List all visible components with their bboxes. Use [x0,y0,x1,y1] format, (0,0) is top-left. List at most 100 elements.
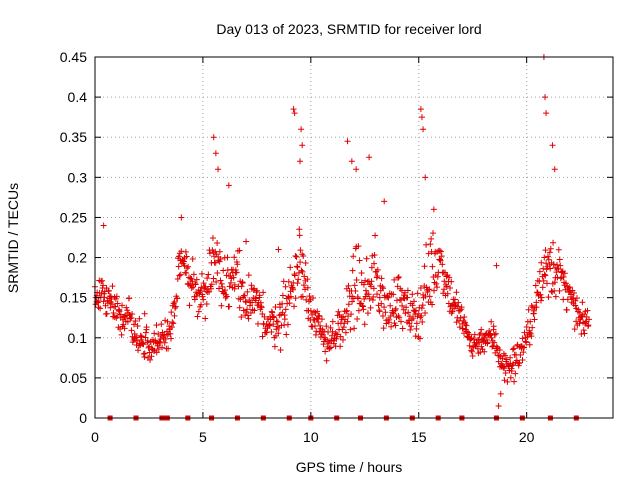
data-point [374,273,381,280]
data-point [585,316,592,323]
data-point [165,345,172,352]
data-point [409,302,416,309]
data-point [225,182,232,189]
data-point [226,303,233,310]
data-point [178,248,185,255]
data-point [499,355,506,362]
data-point [236,304,243,311]
data-point [531,307,538,314]
data-point [345,282,352,289]
data-point [379,283,386,290]
y-tick-label: 0.2 [68,250,88,266]
data-point [491,339,498,346]
data-point [387,302,394,309]
data-point [378,275,385,282]
data-point [429,230,436,237]
data-point [453,289,460,296]
data-point [540,277,547,284]
data-point [370,285,377,292]
data-point [140,341,147,348]
data-point [307,307,314,314]
data-point [380,325,387,332]
data-point [271,343,278,350]
data-point [136,315,143,322]
x-tick-label: 0 [91,429,99,445]
data-point [351,282,358,289]
data-point [438,253,445,260]
data-point [519,335,526,342]
data-point [291,272,298,279]
data-point [167,330,174,337]
data-point [185,263,192,270]
data-point [134,323,141,330]
data-point [208,281,215,288]
data-point [414,290,421,297]
data-point [360,281,367,288]
data-point [520,349,527,356]
data-point [436,247,443,254]
data-point [290,286,297,293]
data-point [124,318,131,325]
data-point [274,318,281,325]
data-point [171,299,178,306]
data-point [217,255,224,262]
data-point [542,272,549,279]
grid-lines [95,57,613,418]
data-point [131,330,138,337]
data-point [268,328,275,335]
data-point [475,336,482,343]
data-point [560,274,567,281]
data-point [317,322,324,329]
data-point [538,294,545,301]
data-point [128,327,135,334]
data-point [363,255,370,262]
data-point [353,276,360,283]
data-point [537,297,544,304]
data-point [355,307,362,314]
data-point [575,306,582,313]
data-point [174,295,181,302]
data-point [123,312,130,319]
data-point [373,274,380,281]
data-point [419,302,426,309]
data-point [244,306,251,313]
data-point [402,310,409,317]
data-point [370,293,377,300]
data-point [491,331,498,338]
data-point [550,261,557,268]
data-point [451,305,458,312]
data-point [200,296,207,303]
data-point [205,271,212,278]
data-point [510,345,517,352]
data-point [323,323,330,330]
data-point [189,255,196,262]
data-point [213,279,220,286]
data-point [540,265,547,272]
data-point [158,321,165,328]
data-point [390,310,397,317]
data-point [244,288,251,295]
data-point [292,252,299,259]
data-point [445,300,452,307]
data-point [178,214,185,221]
data-point [436,256,443,263]
data-point [412,333,419,340]
data-point [349,298,356,305]
data-point [287,293,294,300]
data-point [345,313,352,320]
data-point [120,321,127,328]
data-point [418,305,425,312]
data-point [437,257,444,264]
data-point [404,294,411,301]
data-point [367,304,374,311]
data-point [142,334,149,341]
data-point [329,318,336,325]
data-point [192,281,199,288]
data-point [216,248,223,255]
data-point [100,222,107,229]
data-point [459,325,466,332]
data-point [284,321,291,328]
data-point [500,364,507,371]
data-point [302,260,309,267]
data-point [381,198,388,205]
